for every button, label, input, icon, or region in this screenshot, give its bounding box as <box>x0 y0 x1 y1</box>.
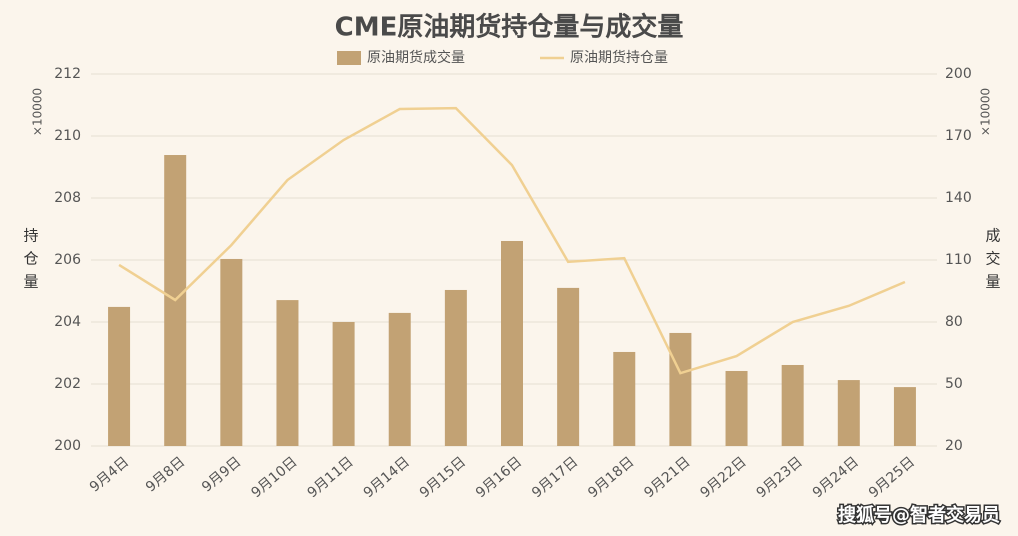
bar <box>781 364 804 446</box>
line <box>118 106 906 375</box>
chart-title: CME原油期货持仓量与成交量 <box>335 12 684 43</box>
y2-tick-label: 200 <box>945 66 972 82</box>
y2-tick-label: 50 <box>945 376 963 392</box>
y-tick-label: 210 <box>54 128 81 144</box>
y-tick-label: 208 <box>54 190 81 206</box>
y2-tick-label: 20 <box>945 438 963 454</box>
bar <box>669 332 692 446</box>
y-tick-label: 212 <box>54 66 81 82</box>
y-axis-unit: ×10000 <box>31 88 45 136</box>
bar <box>388 312 411 446</box>
bar <box>444 289 467 446</box>
y-tick-label: 202 <box>54 376 81 392</box>
bar <box>725 370 748 446</box>
legend-swatch <box>337 51 361 65</box>
y2-tick-label: 80 <box>945 314 963 330</box>
y2-tick-label: 110 <box>945 252 972 268</box>
bar <box>837 380 860 446</box>
bar <box>332 322 355 446</box>
y-axis-label: 持仓量 <box>22 228 40 297</box>
bar <box>220 258 243 446</box>
legend-label: 原油期货成交量 <box>367 49 465 66</box>
bar <box>108 306 131 446</box>
y2-tick-label: 170 <box>945 128 972 144</box>
y2-tick-label: 140 <box>945 190 972 206</box>
watermark: 搜狐号@智者交易员 <box>838 504 1000 526</box>
y-tick-label: 204 <box>54 314 81 330</box>
legend-label: 原油期货持仓量 <box>570 49 668 66</box>
y-tick-label: 206 <box>54 252 81 268</box>
bar <box>557 287 580 446</box>
bar <box>276 300 299 446</box>
bar <box>501 240 523 446</box>
bar <box>893 387 916 446</box>
y2-axis-unit: ×10000 <box>979 88 993 136</box>
bar <box>613 351 636 446</box>
y2-axis-label: 成交量 <box>984 228 1002 297</box>
y-tick-label: 200 <box>54 438 81 454</box>
